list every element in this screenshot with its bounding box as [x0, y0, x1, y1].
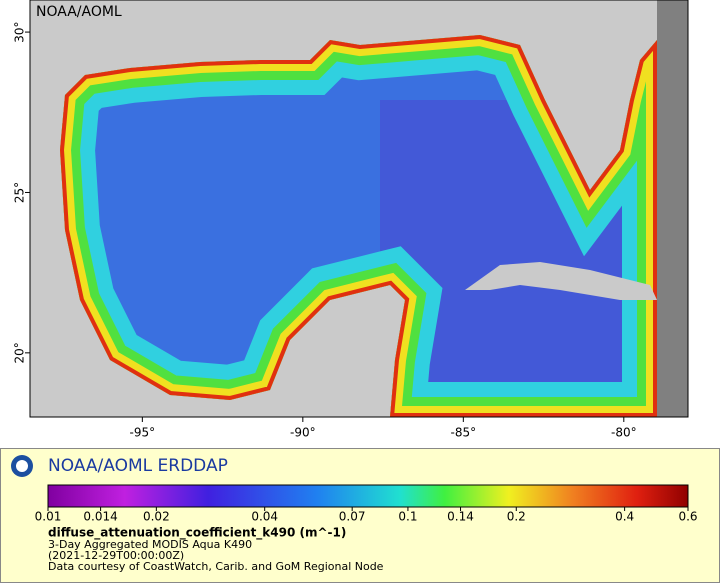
x-tick-label: -95°: [130, 426, 156, 440]
map-panel: NOAA/AOML: [29, 0, 689, 418]
x-tick-label: -80°: [611, 426, 637, 440]
y-tick-label: 25°: [13, 182, 27, 203]
legend-box: [0, 448, 720, 583]
x-tick-label: -85°: [451, 426, 477, 440]
cuba: [465, 262, 657, 300]
colorbar-tick-label: 0.014: [83, 510, 117, 524]
colorbar-tick-label: 0.2: [507, 510, 526, 524]
variable-name: diffuse_attenuation_coefficient_k490 (m^…: [48, 526, 346, 541]
colorbar-tick-label: 0.02: [143, 510, 170, 524]
x-tick-label: -90°: [290, 426, 316, 440]
colorbar: [47, 484, 689, 508]
no-data-strip: [657, 0, 688, 417]
noaa-logo-inner: [16, 460, 28, 472]
colorbar-tick-label: 0.01: [35, 510, 62, 524]
y-tick-label: 20°: [13, 342, 27, 363]
legend: NOAA/AOML ERDDAP diffuse_attenuation_coe…: [0, 448, 720, 583]
watermark: NOAA/AOML: [36, 4, 122, 20]
colorbar-tick-label: 0.07: [339, 510, 366, 524]
colorbar-tick-label: 0.1: [398, 510, 417, 524]
colorbar-tick-label: 0.6: [678, 510, 697, 524]
legend-line: 3-Day Aggregated MODIS Aqua K490: [48, 538, 252, 551]
legend-line: (2021-12-29T00:00:00Z): [48, 549, 184, 562]
legend-line: Data courtesy of CoastWatch, Carib. and …: [48, 560, 384, 573]
colorbar-tick-label: 0.4: [615, 510, 634, 524]
legend-title: NOAA/AOML ERDDAP: [48, 456, 228, 476]
colorbar-tick-label: 0.14: [447, 510, 474, 524]
y-tick-label: 30°: [13, 21, 27, 42]
map-frame: [29, 0, 689, 418]
colorbar-tick-label: 0.04: [251, 510, 278, 524]
